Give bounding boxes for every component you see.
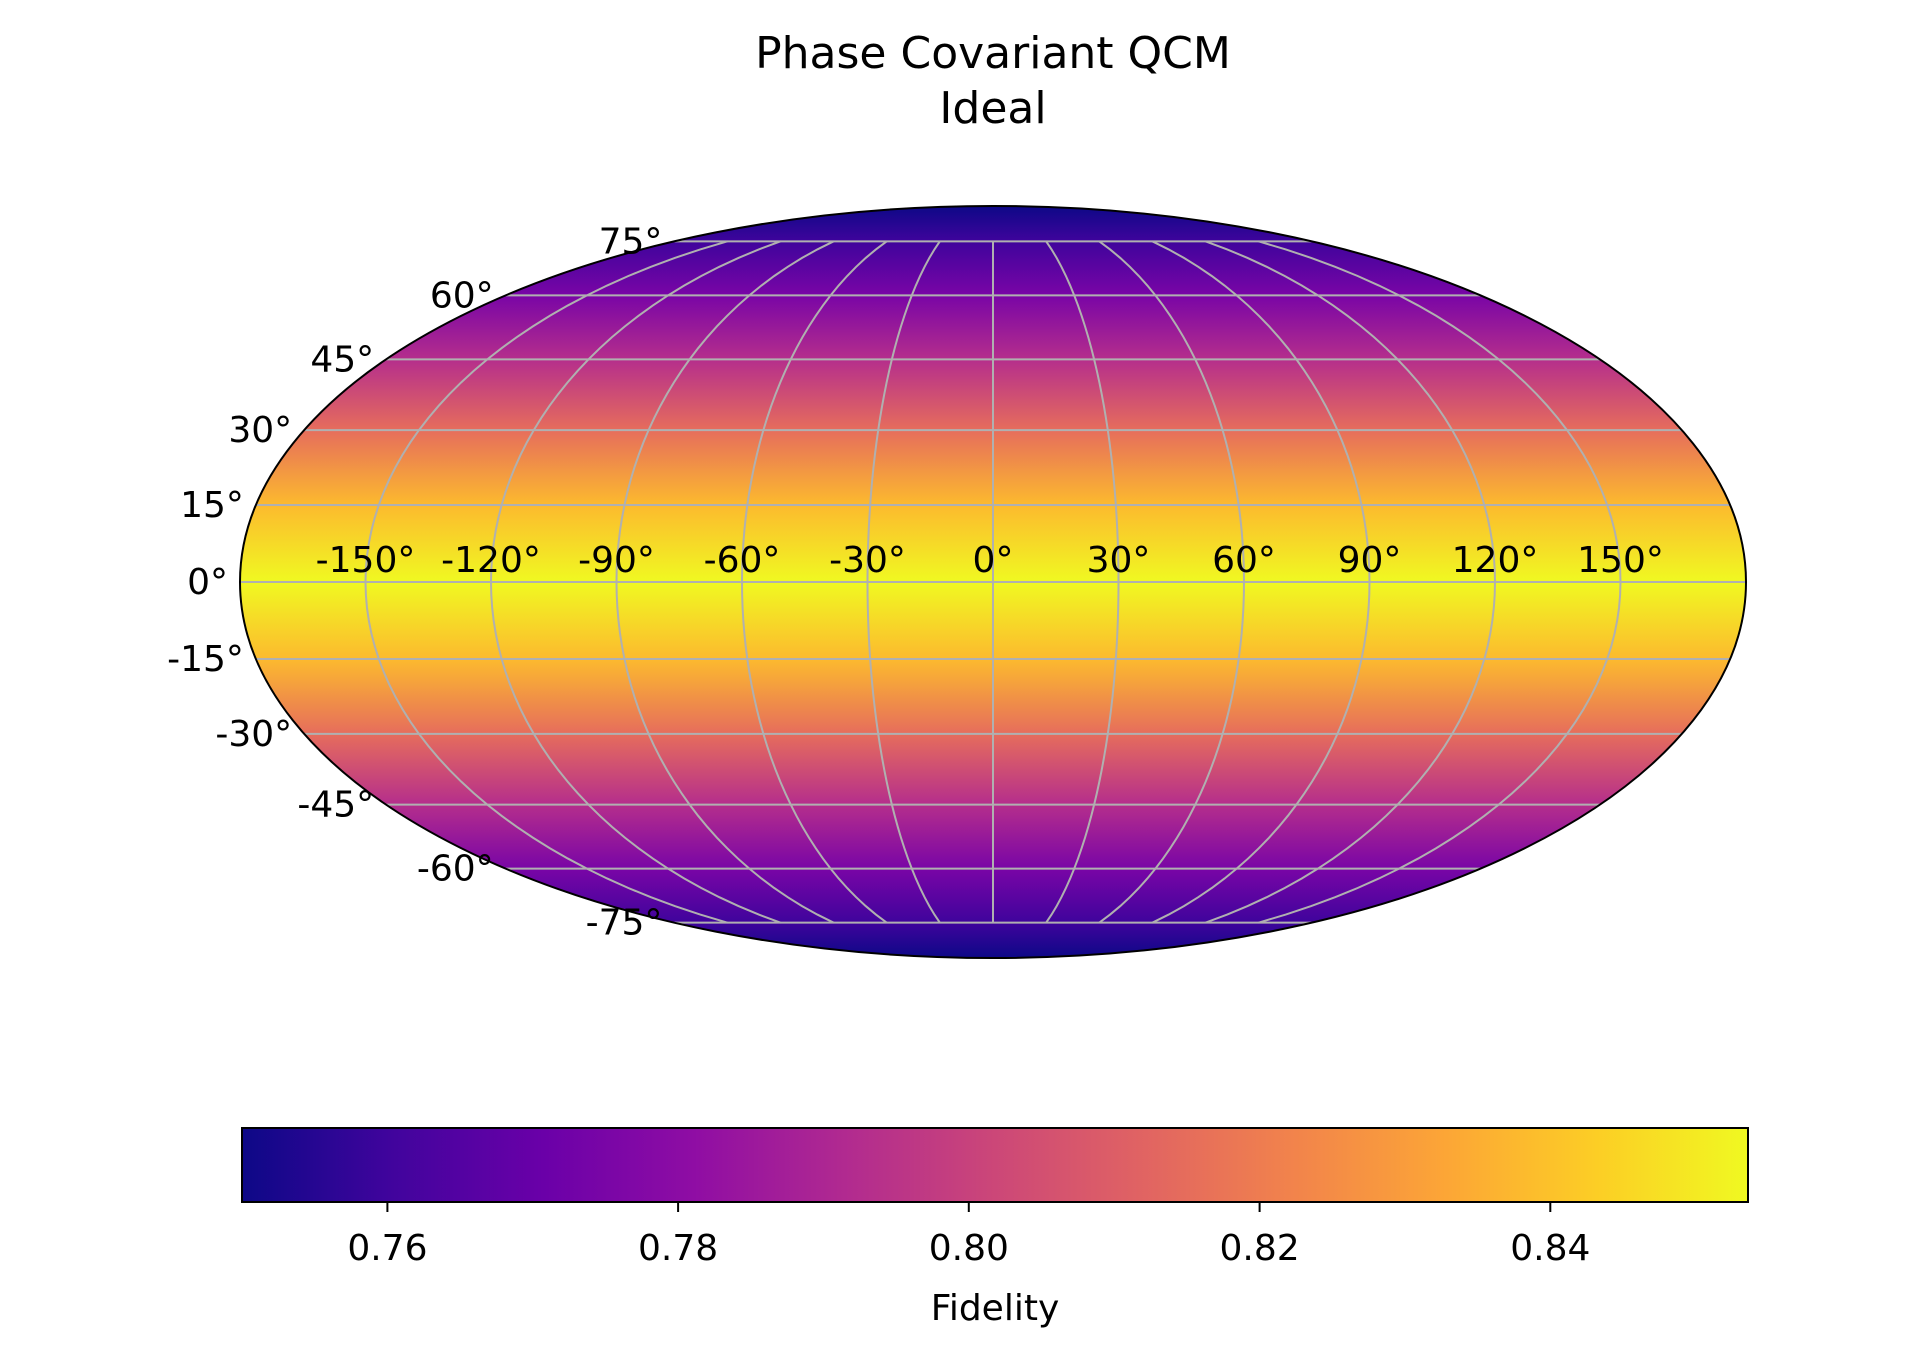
graticule [240, 240, 1746, 924]
meridian-line [1151, 240, 1371, 924]
meridian-line [615, 240, 835, 924]
latitude-tick-label: 15° [180, 485, 244, 526]
longitude-tick-label: -120° [441, 540, 541, 581]
colorbar-tick-label: 0.76 [347, 1228, 427, 1269]
latitude-tick-label: -60° [417, 849, 494, 890]
colorbar-tick-label: 0.84 [1510, 1228, 1590, 1269]
longitude-tick-labels: -150° -120° -90° -60° -30° 0° 30° 60° 90° 120° 150… [316, 540, 1664, 581]
chart-subtitle: Ideal [939, 83, 1046, 134]
latitude-tick-labels: 75° 60° 45° 30° 15° 0° -15° -30°-45° -60° -75° [167, 221, 662, 943]
meridian-line [364, 240, 728, 924]
latitude-tick-label: 0° [187, 562, 228, 603]
longitude-tick-label: -30° [829, 540, 906, 581]
latitude-tick-label: -30° [215, 714, 292, 755]
map-border [239, 205, 1747, 959]
meridian-line [1045, 240, 1120, 924]
latitude-tick-label: 45° [310, 339, 374, 380]
colorbar: 0.76 0.78 0.80 0.82 0.84 Fidelity [241, 1127, 1749, 1329]
longitude-tick-label: 90° [1338, 540, 1402, 581]
latitude-tick-label: 30° [228, 410, 292, 451]
map-plot: -150° -120° -90° -60° -30° 0° 30° 60° 90° 120° 150… [167, 205, 1747, 959]
longitude-tick-label: 0° [973, 540, 1014, 581]
colorbar-tick-label: 0.82 [1220, 1228, 1300, 1269]
longitude-tick-label: 30° [1087, 540, 1151, 581]
longitude-tick-label: 60° [1212, 540, 1276, 581]
colorbar-ticks: 0.76 0.78 0.80 0.82 0.84 [347, 1202, 1590, 1269]
longitude-tick-label: 150° [1577, 540, 1664, 581]
meridian-line [740, 240, 888, 924]
longitude-tick-label: -60° [704, 540, 781, 581]
colorbar-label: Fidelity [931, 1288, 1060, 1329]
latitude-tick-label: -45° [297, 785, 374, 826]
meridian-line [489, 240, 781, 924]
meridian-line [1258, 240, 1622, 924]
meridian-line [866, 240, 941, 924]
colorbar-fill [241, 1127, 1749, 1203]
longitude-tick-label: 120° [1452, 540, 1539, 581]
meridian-line [1205, 240, 1497, 924]
colorbar-tick-label: 0.78 [638, 1228, 718, 1269]
latitude-tick-label: 75° [599, 221, 663, 262]
colorbar-tick-label: 0.80 [929, 1228, 1009, 1269]
chart-title: Phase Covariant QCM [755, 28, 1231, 79]
latitude-tick-label: -75° [586, 903, 663, 944]
meridian-line [1098, 240, 1246, 924]
latitude-tick-label: -15° [167, 639, 244, 680]
latitude-tick-label: 60° [430, 275, 494, 316]
longitude-tick-label: -90° [578, 540, 655, 581]
longitude-tick-label: -150° [316, 540, 416, 581]
